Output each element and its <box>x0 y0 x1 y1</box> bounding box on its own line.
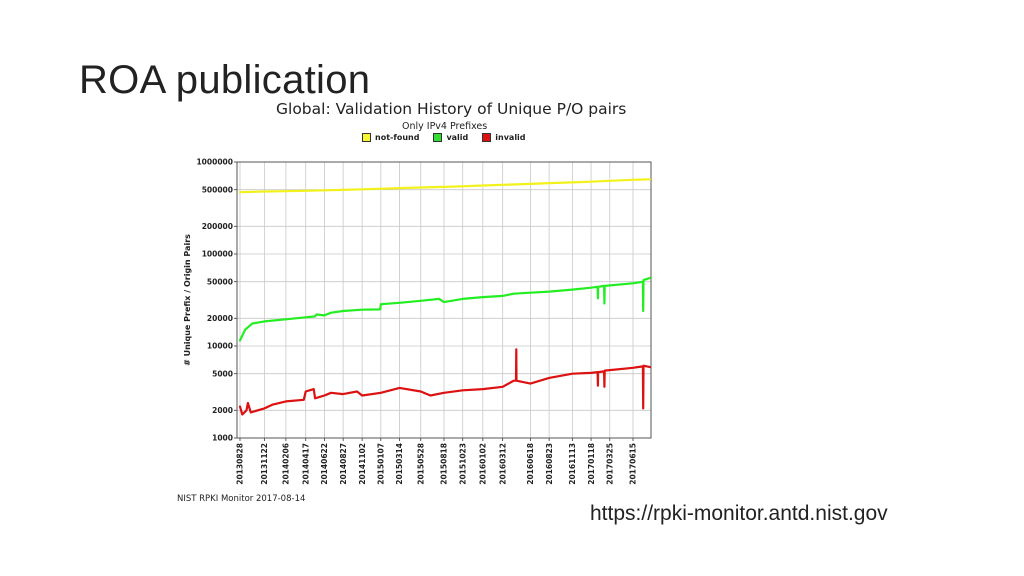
slide-title: ROA publication <box>79 58 371 102</box>
y-tick-label: 1000 <box>212 434 233 443</box>
x-tick-label: 20160618 <box>526 443 535 485</box>
y-tick-label: 10000 <box>207 342 233 351</box>
chart-subtitle: Only IPv4 Prefixes <box>402 121 488 132</box>
plot-frame <box>236 161 652 439</box>
source-url: https://rpki-monitor.antd.nist.gov <box>590 502 888 525</box>
chart-legend: not-found valid invalid <box>362 133 540 142</box>
x-tick-label: 20161113 <box>568 443 577 485</box>
y-tick-label: 1000000 <box>196 158 233 167</box>
legend-label-not-found: not-found <box>375 133 420 142</box>
y-tick-label: 500000 <box>202 185 233 194</box>
x-tick-label: 20150818 <box>440 443 449 485</box>
x-tick-label: 20140417 <box>301 443 310 485</box>
series-line-not-found <box>238 178 652 194</box>
y-tick-label: 2000 <box>212 406 233 415</box>
x-tick-label: 20170118 <box>587 443 596 485</box>
series-line-invalid <box>238 348 652 416</box>
x-tick-label: 20150528 <box>416 443 425 485</box>
legend-item-invalid: invalid <box>482 133 526 142</box>
legend-label-invalid: invalid <box>495 133 526 142</box>
x-tick-label: 20160823 <box>545 443 554 485</box>
series-line-valid <box>238 276 652 342</box>
x-tick-label: 20130828 <box>236 443 245 485</box>
chart-footer: NIST RPKI Monitor 2017-08-14 <box>177 494 306 504</box>
y-tick-label: 20000 <box>207 314 233 323</box>
x-tick-label: 20170615 <box>629 443 638 485</box>
legend-swatch-invalid <box>482 133 492 142</box>
legend-label-valid: valid <box>446 133 469 142</box>
legend-swatch-valid <box>433 133 443 142</box>
y-axis-label: # Unique Prefix / Origin Pairs <box>183 234 192 366</box>
legend-item-valid: valid <box>433 133 468 142</box>
x-tick-label: 20141102 <box>358 443 367 485</box>
x-tick-label: 20140622 <box>320 443 329 485</box>
x-tick-label: 20150107 <box>377 443 386 485</box>
x-tick-label: 20160312 <box>498 443 507 485</box>
y-tick-label: 100000 <box>202 250 233 259</box>
legend-swatch-not-found <box>362 133 371 142</box>
legend-item-not-found: not-found <box>362 133 419 142</box>
x-tick-label: 20160102 <box>479 443 488 485</box>
chart-title: Global: Validation History of Unique P/O… <box>276 100 627 118</box>
x-tick-label: 20140206 <box>282 443 291 485</box>
x-tick-label: 20151023 <box>458 443 467 485</box>
y-tick-label: 5000 <box>212 369 233 378</box>
y-tick-label: 50000 <box>207 277 233 286</box>
x-tick-label: 20140827 <box>339 443 348 485</box>
x-tick-label: 20170325 <box>605 443 614 485</box>
x-tick-label: 20131122 <box>260 443 269 485</box>
y-tick-label: 200000 <box>202 222 233 231</box>
x-tick-label: 20150314 <box>395 443 404 485</box>
